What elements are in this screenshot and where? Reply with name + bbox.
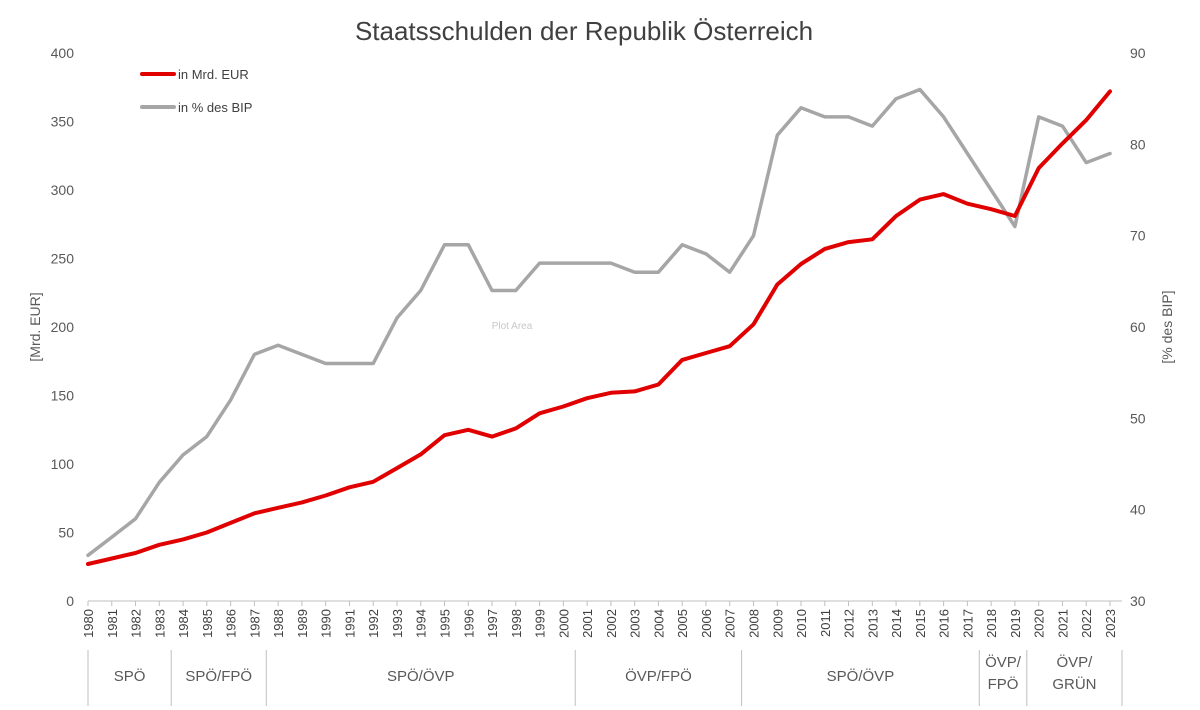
series-lines [86,87,1112,566]
y-tick-label: 100 [51,456,75,472]
x-tick-label: 2006 [699,609,714,638]
series-line-mrd-eur [86,89,1112,566]
x-tick-label: 1983 [152,609,167,638]
period-label: ÖVP/GRÜN [1052,653,1096,693]
x-tick-label: 2000 [556,609,571,638]
x-tick-label: 2012 [842,609,857,638]
x-tick-label: 2009 [770,609,785,638]
x-ticks: 1980 1981 1982 1983 1984 1985 1986 1987 1988 1989… [81,601,1118,638]
x-tick-label: 1998 [509,609,524,638]
y-tick-label: 400 [51,45,75,61]
x-tick-label: 2014 [889,609,904,638]
x-tick-label: 2002 [604,609,619,638]
plot-area-label: Plot Area [492,321,533,332]
x-tick-label: 2019 [1008,609,1023,638]
x-tick-label: 2018 [984,609,999,638]
y-axis-label: [Mrd. EUR] [27,292,43,361]
x-tick-label: 2022 [1079,609,1094,638]
x-tick-label: 2013 [865,609,880,638]
x-tick-label: 1994 [414,609,429,638]
x-tick-label: 1990 [319,609,334,638]
period-label: SPÖ/ÖVP [387,667,455,685]
y-tick-label: 250 [51,251,75,267]
x-tick-label: 1985 [200,609,215,638]
legend-label: in Mrd. EUR [178,67,249,82]
right-y-ticks: 30 40 50 60 70 80 90 [1130,45,1146,609]
x-tick-label: 2004 [651,609,666,638]
period-label: SPÖ [114,667,146,685]
y2-tick-label: 30 [1130,593,1146,609]
x-tick-label: 1989 [295,609,310,638]
x-tick-label: 2008 [746,609,761,638]
y-tick-label: 300 [51,182,75,198]
period-label: ÖVP/FPÖ [625,667,692,685]
x-tick-label: 1992 [366,609,381,638]
period-label: ÖVP/FPÖ [985,653,1022,693]
series-line-pct-bip [86,87,1112,558]
y2-tick-label: 40 [1130,502,1146,518]
x-tick-label: 1993 [390,609,405,638]
y2-tick-label: 60 [1130,319,1146,335]
y2-tick-label: 70 [1130,228,1146,244]
x-tick-label: 1999 [533,609,548,638]
period-label: SPÖ/FPÖ [185,667,252,685]
x-tick-label: 2023 [1103,609,1118,638]
x-tick-label: 1995 [438,609,453,638]
y-tick-label: 50 [58,525,74,541]
x-tick-label: 1991 [342,609,357,638]
x-tick-label: 2016 [937,609,952,638]
y2-tick-label: 80 [1130,136,1146,152]
x-tick-label: 2015 [913,609,928,638]
x-tick-label: 1988 [271,609,286,638]
government-periods: SPÖ SPÖ/FPÖ SPÖ/ÖVP ÖVP/FPÖ SPÖ/ÖVP ÖVP/FPÖ ÖV… [87,650,1123,706]
x-tick-label: 2001 [580,609,595,638]
x-tick-label: 2003 [628,609,643,638]
y-tick-label: 350 [51,114,75,130]
x-tick-label: 1986 [224,609,239,638]
y-tick-label: 200 [51,319,75,335]
x-tick-label: 1982 [129,609,144,638]
left-y-ticks: 0 50 100 150 200 250 300 350 400 [51,45,75,609]
x-tick-label: 1981 [105,609,120,638]
x-tick-label: 2020 [1032,609,1047,638]
legend-label: in % des BIP [178,100,252,115]
legend: in Mrd. EUR in % des BIP [140,67,252,115]
x-tick-label: 1996 [461,609,476,638]
x-tick-label: 1984 [176,609,191,638]
x-tick-label: 2005 [675,609,690,638]
x-tick-label: 2007 [723,609,738,638]
x-tick-label: 2021 [1055,609,1070,638]
x-tick-label: 2011 [818,609,833,637]
x-tick-label: 1987 [247,609,262,638]
y2-tick-label: 50 [1130,410,1146,426]
period-label: SPÖ/ÖVP [827,667,895,685]
y2-tick-label: 90 [1130,45,1146,61]
y-tick-label: 0 [66,593,74,609]
x-tick-label: 1980 [81,609,96,638]
y-tick-label: 150 [51,388,75,404]
y2-axis-label: [% des BIP] [1159,290,1175,363]
x-tick-label: 1997 [485,609,500,638]
x-tick-label: 2010 [794,609,809,638]
chart-title: Staatsschulden der Republik Österreich [355,16,813,46]
x-tick-label: 2017 [960,609,975,638]
